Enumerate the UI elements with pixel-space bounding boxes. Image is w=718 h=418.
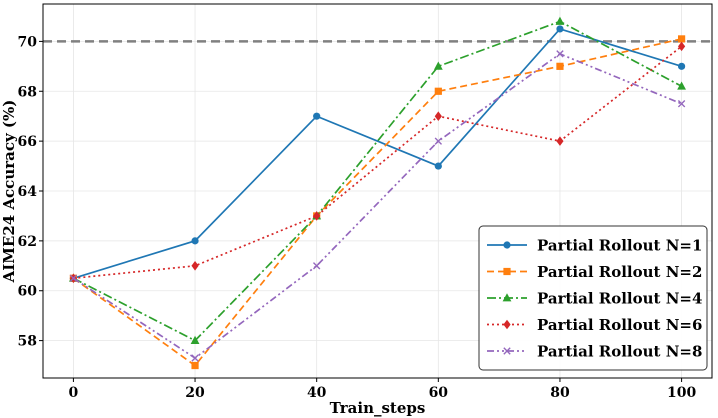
x-axis-label: Train_steps bbox=[330, 399, 426, 417]
data-point bbox=[677, 35, 686, 43]
x-tick-label: 40 bbox=[307, 385, 327, 401]
legend-marker bbox=[503, 241, 511, 249]
legend-marker bbox=[503, 319, 511, 330]
x-marker-stroke bbox=[434, 137, 443, 145]
x-tick-label: 60 bbox=[429, 385, 449, 401]
legend-item: Partial Rollout N=4 bbox=[487, 290, 702, 308]
data-point bbox=[434, 137, 443, 145]
legend-marker bbox=[502, 293, 512, 302]
x-tick-label: 80 bbox=[550, 385, 570, 401]
series-line bbox=[73, 45, 683, 280]
y-tick-label: 68 bbox=[18, 84, 37, 100]
data-point bbox=[313, 211, 321, 221]
legend-marker bbox=[503, 267, 511, 276]
legend-label: Partial Rollout N=8 bbox=[537, 343, 702, 361]
data-point bbox=[191, 237, 199, 245]
series-group bbox=[69, 16, 686, 370]
y-axis-label: AIME24 Accuracy (%) bbox=[0, 100, 18, 284]
series-1 bbox=[69, 25, 686, 282]
data-point bbox=[677, 62, 686, 70]
series-line bbox=[72, 52, 682, 360]
data-point bbox=[555, 16, 565, 25]
x-marker-stroke bbox=[503, 347, 511, 355]
x-marker-stroke bbox=[191, 354, 199, 362]
legend-box bbox=[478, 225, 708, 371]
legend-item: Partial Rollout N=8 bbox=[487, 343, 702, 361]
data-point bbox=[434, 162, 442, 170]
legend-label: Partial Rollout N=2 bbox=[537, 263, 702, 281]
x-tick-label: 100 bbox=[667, 385, 696, 401]
y-tick-label: 66 bbox=[18, 134, 37, 150]
x-marker-stroke bbox=[677, 100, 686, 108]
data-point bbox=[677, 41, 686, 52]
data-point bbox=[191, 354, 199, 362]
axis-ticks: 0 20 40 60 80 100 58 60 62 64 66 68 70 bbox=[18, 34, 697, 401]
series-5 bbox=[69, 50, 686, 362]
legend-item: Partial Rollout N=1 bbox=[487, 237, 702, 255]
data-point bbox=[556, 50, 564, 58]
data-point bbox=[677, 81, 686, 90]
legend-label: Partial Rollout N=1 bbox=[537, 237, 702, 255]
y-tick-label: 70 bbox=[18, 34, 38, 50]
legend-label: Partial Rollout N=4 bbox=[537, 290, 702, 308]
data-point bbox=[556, 25, 564, 33]
data-point bbox=[434, 87, 442, 95]
data-point bbox=[313, 112, 321, 120]
y-tick-label: 62 bbox=[18, 234, 37, 250]
legend-item: Partial Rollout N=2 bbox=[487, 263, 702, 281]
legend-item: Partial Rollout N=6 bbox=[487, 316, 702, 334]
y-tick-label: 58 bbox=[18, 334, 37, 350]
data-point bbox=[69, 274, 78, 282]
data-point bbox=[433, 61, 443, 70]
x-marker-stroke bbox=[556, 50, 564, 58]
legend: Partial Rollout N=1 Partial Rollout N=2 Pa… bbox=[478, 225, 708, 371]
x-tick-label: 20 bbox=[185, 385, 205, 401]
x-tick-label: 0 bbox=[69, 385, 79, 401]
data-point bbox=[556, 62, 564, 70]
x-marker-stroke bbox=[69, 274, 78, 282]
legend-marker bbox=[503, 347, 511, 355]
data-point bbox=[191, 261, 199, 271]
series-line bbox=[73, 27, 682, 280]
legend-label: Partial Rollout N=6 bbox=[537, 316, 702, 334]
series-4 bbox=[69, 41, 686, 284]
y-tick-label: 60 bbox=[18, 284, 38, 300]
data-point bbox=[312, 262, 321, 270]
y-tick-label: 64 bbox=[18, 184, 38, 200]
data-point bbox=[677, 100, 686, 108]
x-marker-stroke bbox=[312, 262, 321, 270]
data-point bbox=[190, 335, 200, 344]
data-point bbox=[434, 111, 442, 121]
data-point bbox=[556, 136, 564, 146]
data-point bbox=[191, 361, 199, 370]
